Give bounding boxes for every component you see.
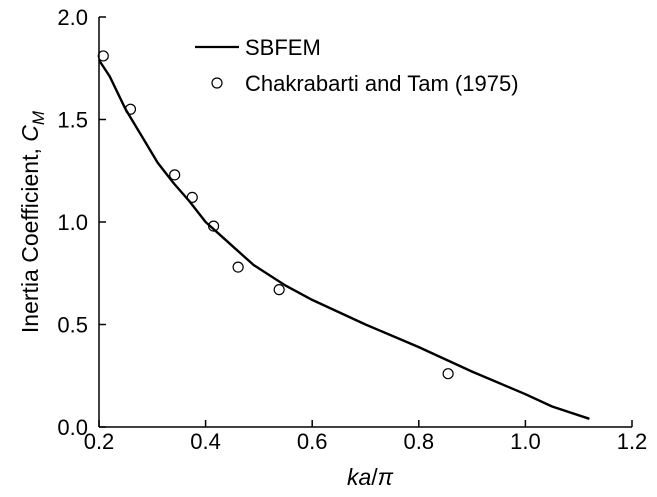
data-point-marker	[169, 169, 181, 181]
x-tick-label: 0.8	[404, 429, 435, 454]
y-axis-ticks: 0.0 0.5 1.0 1.5 2.0	[57, 5, 106, 440]
x-tick-label: 1.0	[510, 429, 541, 454]
series-line-sbfem	[97, 59, 590, 420]
x-axis-title-pi: π	[378, 464, 394, 490]
x-axis-title: ka/π	[347, 464, 394, 490]
legend-marker-swatch	[211, 77, 223, 89]
y-tick-label: 0.5	[57, 313, 88, 338]
x-axis-title-ka: ka	[347, 464, 371, 490]
y-axis-title-text: Inertia Coefficient,	[17, 142, 43, 333]
legend-label-chakrabarti-tam: Chakrabarti and Tam (1975)	[245, 71, 519, 96]
legend-label-sbfem: SBFEM	[245, 35, 321, 60]
data-point-marker	[97, 50, 109, 62]
data-point-marker	[207, 220, 220, 232]
y-tick-label: 1.5	[57, 108, 88, 133]
data-point-marker	[442, 368, 454, 380]
x-tick-label: 0.6	[297, 429, 328, 454]
x-tick-label: 0.4	[190, 429, 221, 454]
y-tick-label: 1.0	[57, 210, 88, 235]
data-point-marker	[186, 191, 198, 203]
y-axis-title: Inertia Coefficient, CM	[17, 110, 48, 333]
data-point-marker	[124, 103, 137, 115]
y-axis-title-symbol: C	[17, 125, 43, 142]
x-tick-label: 0.2	[84, 429, 115, 454]
y-axis-title-subscript: M	[29, 110, 48, 125]
y-tick-label: 2.0	[57, 5, 88, 30]
legend: SBFEM Chakrabarti and Tam (1975)	[195, 35, 519, 96]
series-layer	[97, 50, 590, 420]
x-axis-title-slash: /	[371, 464, 378, 490]
data-point-marker	[232, 261, 244, 273]
y-tick-label: 0.0	[57, 415, 88, 440]
x-axis-ticks: 0.2 0.4 0.6 0.8 1.0 1.2	[84, 420, 648, 454]
x-tick-label: 1.2	[617, 429, 648, 454]
data-point-marker	[273, 284, 285, 296]
